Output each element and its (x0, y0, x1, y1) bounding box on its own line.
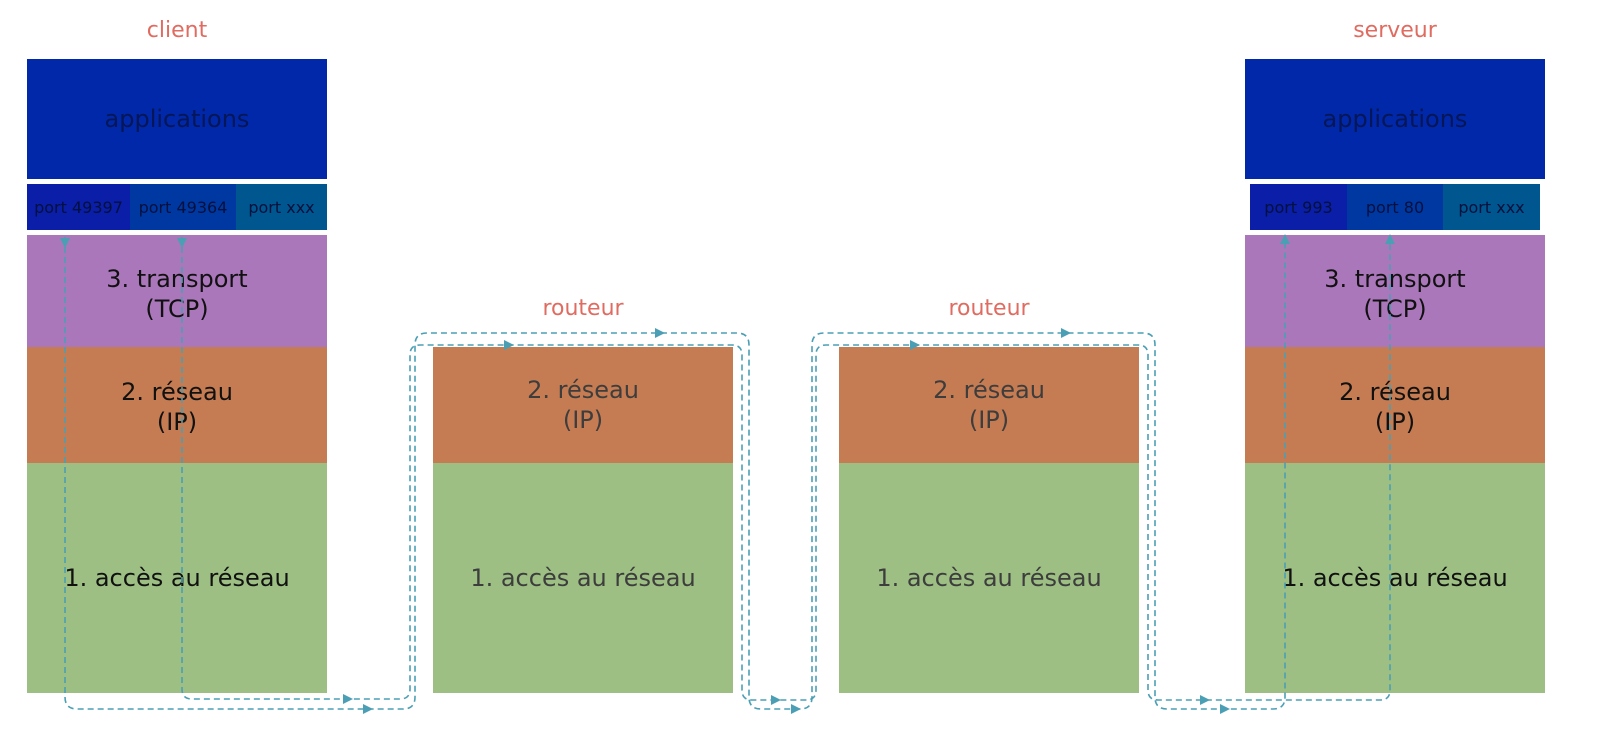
arrowhead-bottom-4 (791, 704, 801, 714)
arrowhead-client-49397 (60, 238, 70, 248)
arrowheads (60, 234, 1395, 714)
packet-path-49397-to-993 (64, 237, 1286, 710)
server-access-layer: 1. accès au réseau (1245, 463, 1545, 693)
router1-network-protocol: (IP) (562, 406, 604, 434)
client-transport-layer: 3. transport (TCP) (27, 235, 327, 353)
server-title: serveur (1353, 18, 1437, 43)
server-transport-layer: 3. transport (TCP) (1245, 235, 1545, 353)
client-network-protocol: (IP) (156, 408, 198, 436)
client-transport-protocol: (TCP) (145, 295, 209, 323)
client-port-49364: port 49364 (130, 184, 236, 230)
client-title: client (146, 18, 208, 43)
arrowhead-top-3 (910, 340, 920, 350)
server-port-80: port 80 (1347, 184, 1443, 230)
client-network-layer: 2. réseau (IP) (27, 347, 327, 467)
arrowhead-server-993 (1280, 234, 1290, 244)
router2-title: routeur (948, 296, 1030, 321)
client-port-xxx: port xxx (236, 184, 327, 230)
arrowhead-bottom-6 (1220, 704, 1230, 714)
client-access-layer: 1. accès au réseau (27, 463, 327, 693)
router1-stack: 2. réseau (IP) 1. accès au réseau (433, 347, 733, 693)
client-transport-label: 3. transport (106, 265, 248, 293)
server-transport-label: 3. transport (1324, 265, 1466, 293)
arrowhead-bottom-2 (363, 704, 373, 714)
router1-network-label: 2. réseau (527, 376, 639, 404)
router1-network-layer: 2. réseau (IP) (433, 347, 733, 463)
client-stack: applications port 49397 port 49364 port … (27, 59, 327, 693)
arrowhead-top-4 (1061, 328, 1071, 338)
server-ports-row: port 993 port 80 port xxx (1245, 184, 1545, 230)
server-network-label: 2. réseau (1339, 378, 1451, 406)
router1-title: routeur (542, 296, 624, 321)
arrowhead-bottom-5 (1200, 695, 1210, 705)
server-port-xxx: port xxx (1443, 184, 1540, 230)
server-network-protocol: (IP) (1374, 408, 1416, 436)
router2-network-label: 2. réseau (933, 376, 1045, 404)
arrowhead-bottom-1 (343, 694, 353, 704)
arrowhead-client-49364 (177, 238, 187, 248)
client-ports-row: port 49397 port 49364 port xxx (27, 184, 327, 230)
packet-path-49364-to-80 (181, 237, 1391, 701)
client-network-label: 2. réseau (121, 378, 233, 406)
client-port-49397: port 49397 (27, 184, 130, 230)
router2-network-protocol: (IP) (968, 406, 1010, 434)
arrowhead-top-1 (504, 340, 514, 350)
router2-stack: 2. réseau (IP) 1. accès au réseau (839, 347, 1139, 693)
server-applications-layer: applications (1245, 59, 1545, 179)
server-port-993: port 993 (1250, 184, 1347, 230)
router2-access-layer: 1. accès au réseau (839, 463, 1139, 693)
arrowhead-top-2 (655, 328, 665, 338)
arrowhead-server-80 (1385, 234, 1395, 244)
server-stack: applications port 993 port 80 port xxx 3… (1245, 59, 1545, 693)
client-applications-layer: applications (27, 59, 327, 179)
arrowhead-bottom-3 (771, 695, 781, 705)
server-transport-protocol: (TCP) (1363, 295, 1427, 323)
router1-access-layer: 1. accès au réseau (433, 463, 733, 693)
server-network-layer: 2. réseau (IP) (1245, 347, 1545, 467)
router2-network-layer: 2. réseau (IP) (839, 347, 1139, 463)
